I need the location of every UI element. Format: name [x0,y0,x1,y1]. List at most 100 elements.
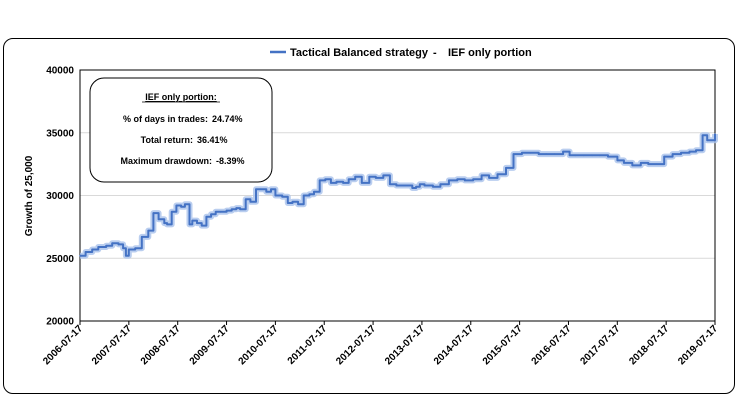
x-tick-label: 2019-07-17 [676,323,720,367]
series-point [655,163,658,165]
series-point [175,204,178,207]
y-tick-label: 40000 [46,66,74,77]
series-point [274,194,277,197]
series-point [415,185,417,188]
x-tick-label: 2018-07-17 [627,323,671,367]
x-tick-label: 2008-07-17 [139,323,183,367]
series-point [395,184,398,187]
series-point [140,236,143,238]
series-point [711,139,713,142]
legend: Tactical Balanced strategy - IEF only po… [270,47,532,59]
series-point [79,254,81,257]
series-point [166,223,168,226]
series-point [472,178,474,180]
series-point [255,188,257,191]
series-point [170,211,173,213]
series-point [419,183,421,186]
stats-box: IEF only portion: % of days in trades: 2… [89,77,273,183]
series-point [607,155,609,158]
series-point [553,153,556,155]
series-point [270,188,272,191]
series-point [84,251,87,253]
series-point [152,212,155,214]
series-point [639,162,642,164]
series-point [230,208,233,211]
series-point [210,213,212,216]
series-point [714,133,716,135]
x-tick-label: 2007-07-17 [90,323,134,367]
series-point [308,193,311,196]
series-point [582,154,585,157]
y-axis-title: Growth of 25,000 [24,155,35,236]
y-tick-label: 35000 [46,128,74,139]
series-point [191,219,194,222]
series-point [529,152,532,154]
series-point [545,153,548,155]
series-point [239,208,241,211]
series-point [537,153,540,155]
series-point [456,178,459,180]
stat-value-max-drawdown: -8.39% [216,156,245,166]
series-point [318,179,321,182]
series-point [147,229,150,232]
series-point [695,149,697,152]
series-point [568,154,571,157]
series-point [281,195,284,198]
series-point [360,182,363,184]
series-point [505,167,507,169]
series-point [302,194,305,197]
series-point [389,183,391,186]
series-point [562,150,564,153]
series-group [79,132,718,259]
series-point [591,154,593,157]
series-point [235,207,238,209]
x-tick-label: 2017-07-17 [578,323,622,367]
series-point [403,184,405,187]
x-tick-label: 2012-07-17 [334,323,378,367]
series-point [335,180,338,183]
y-tick-labels: 20000 25000 30000 35000 40000 [46,66,74,328]
series-point [680,152,682,154]
series-point [117,243,120,246]
series-point [163,222,166,224]
legend-series-label: Tactical Balanced strategy [290,47,429,59]
series-point [631,164,634,167]
stats-box-title: IEF only portion: [145,92,217,102]
series-point [347,178,350,180]
series-point [324,178,327,180]
series-point [184,203,186,206]
x-tick-label: 2011-07-17 [286,323,330,367]
series-point [598,154,601,157]
series-point [111,242,114,244]
y-tick-label: 20000 [46,317,74,328]
series-point [342,182,344,184]
series-point [574,154,577,157]
series-point [488,177,490,179]
series-point [200,224,203,227]
series-point [205,216,208,218]
series-point [259,188,262,191]
series-point [249,200,252,203]
series-point [623,162,625,164]
series-point [496,173,499,175]
series-point [671,153,674,155]
series-point [287,202,289,204]
series-point [313,190,315,193]
x-tick-label: 2015-07-17 [481,323,525,367]
series-point [663,155,665,158]
plot-area [79,69,716,322]
series-point [180,205,182,208]
series-point [706,139,709,142]
series-point [616,159,619,162]
chart-frame [3,38,735,394]
y-tick-label: 30000 [46,191,74,202]
stat-label-max-drawdown: Maximum drawdown: [120,156,212,166]
stat-value-total-return: 36.41% [197,135,228,145]
x-tick-labels: 2006-07-17 2007-07-17 2008-07-17 2009-07-17… [41,321,720,367]
x-tick-label: 2014-07-17 [432,323,476,367]
series-point [463,179,466,182]
series-point [244,198,247,201]
stats-box-border [89,77,273,183]
series-point [91,248,93,251]
x-tick-label: 2013-07-17 [383,323,427,367]
